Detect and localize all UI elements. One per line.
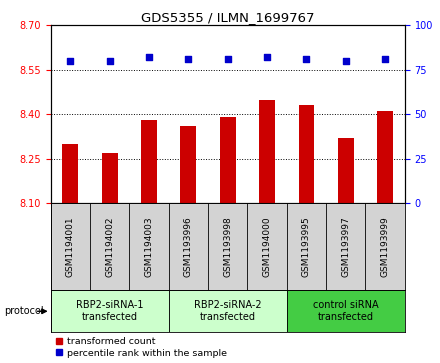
Bar bbox=[141, 120, 157, 203]
Legend: transformed count, percentile rank within the sample: transformed count, percentile rank withi… bbox=[55, 337, 227, 358]
Point bbox=[106, 58, 113, 64]
Text: RBP2-siRNA-1
transfected: RBP2-siRNA-1 transfected bbox=[76, 301, 143, 322]
Bar bbox=[51, 290, 169, 332]
Bar bbox=[259, 99, 275, 203]
Bar bbox=[102, 153, 117, 203]
Text: GSM1194001: GSM1194001 bbox=[66, 216, 75, 277]
Point bbox=[264, 54, 271, 60]
Bar bbox=[299, 105, 314, 203]
Bar bbox=[220, 117, 235, 203]
Text: control siRNA
transfected: control siRNA transfected bbox=[313, 301, 378, 322]
Bar bbox=[62, 144, 78, 203]
Text: GSM1193999: GSM1193999 bbox=[381, 216, 390, 277]
Text: GSM1193998: GSM1193998 bbox=[223, 216, 232, 277]
Bar bbox=[287, 290, 405, 332]
Bar bbox=[338, 138, 354, 203]
Text: protocol: protocol bbox=[4, 306, 44, 316]
Text: GSM1193997: GSM1193997 bbox=[341, 216, 350, 277]
Text: RBP2-siRNA-2
transfected: RBP2-siRNA-2 transfected bbox=[194, 301, 261, 322]
Point bbox=[303, 56, 310, 62]
Text: GSM1194002: GSM1194002 bbox=[105, 217, 114, 277]
Text: GSM1194003: GSM1194003 bbox=[144, 216, 154, 277]
Bar bbox=[169, 290, 287, 332]
Point bbox=[146, 54, 153, 60]
Point bbox=[381, 56, 389, 62]
Text: GSM1193996: GSM1193996 bbox=[184, 216, 193, 277]
Bar bbox=[377, 111, 393, 203]
Text: GSM1194000: GSM1194000 bbox=[263, 216, 271, 277]
Bar bbox=[180, 126, 196, 203]
Text: GSM1193995: GSM1193995 bbox=[302, 216, 311, 277]
Point bbox=[342, 58, 349, 64]
Point bbox=[67, 58, 74, 64]
Title: GDS5355 / ILMN_1699767: GDS5355 / ILMN_1699767 bbox=[141, 11, 315, 24]
Point bbox=[224, 56, 231, 62]
Point bbox=[185, 56, 192, 62]
